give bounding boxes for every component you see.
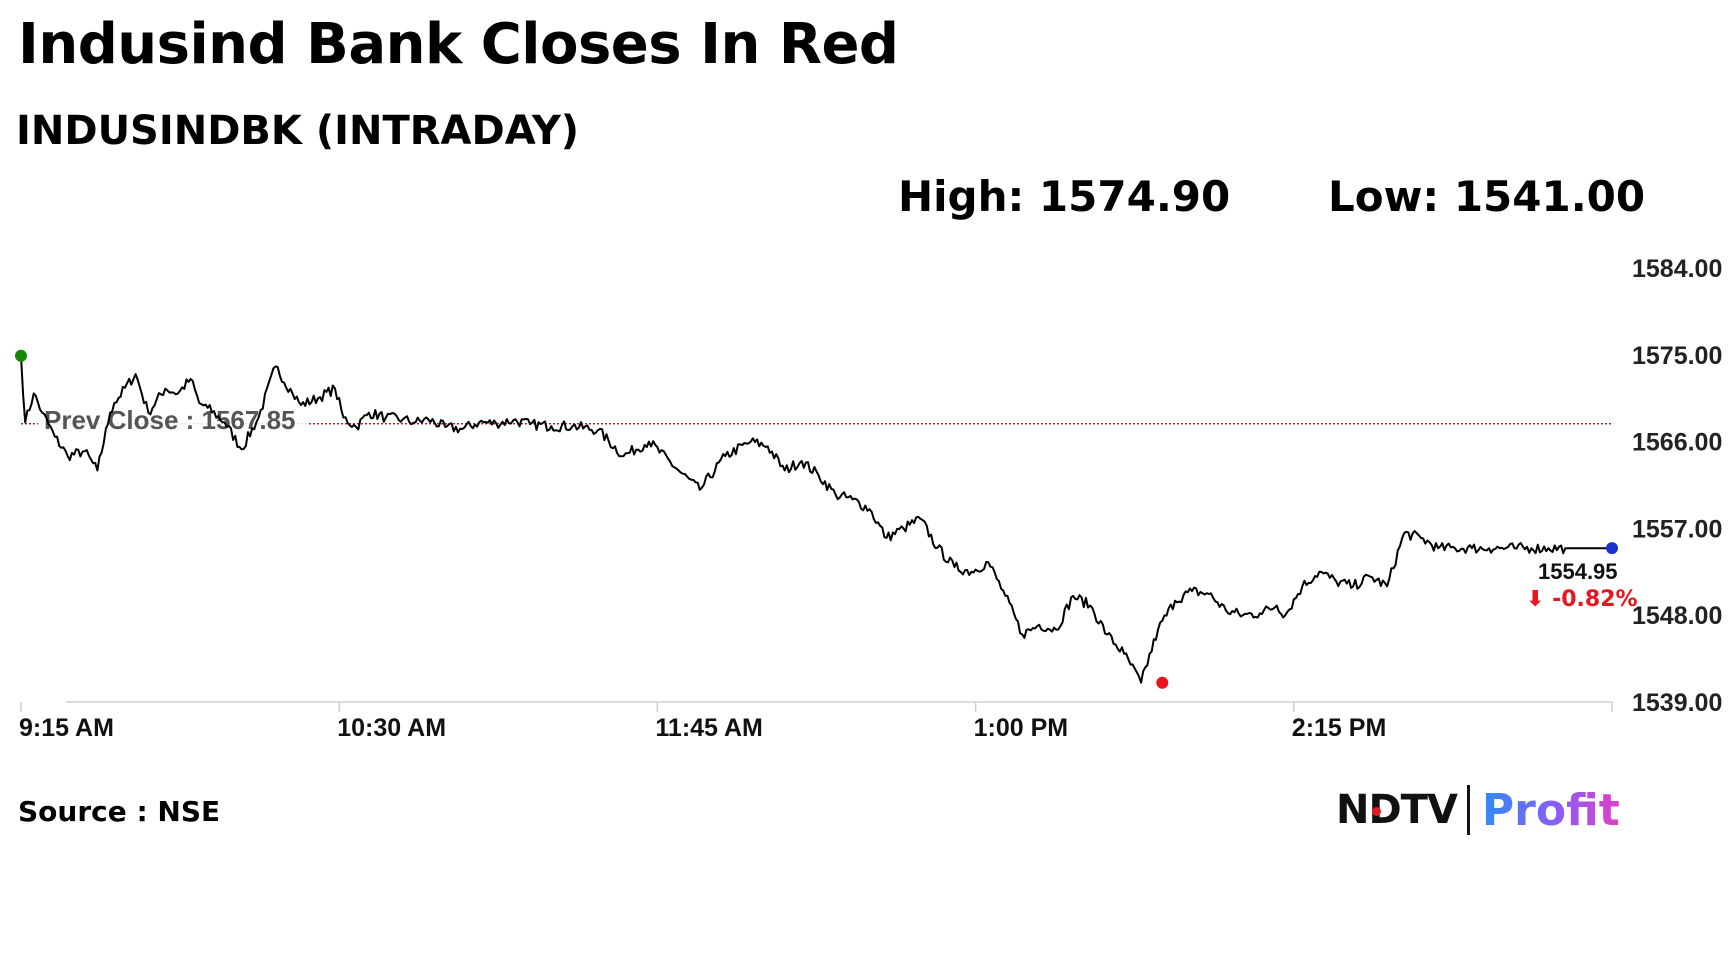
- intraday-price-chart: 9:15 AM 10:30 AM 11:45 AM 1:00 PM 2:15 PM 158…: [15, 255, 1722, 742]
- day-high-label: High: 1574.90: [898, 172, 1231, 221]
- open-marker: [15, 349, 27, 362]
- chart-title: Indusind Bank Closes In Red: [18, 12, 899, 77]
- close-marker: [1606, 542, 1618, 555]
- x-tick-label: 1:00 PM: [974, 714, 1068, 742]
- ndtv-profit-logo: NDTV Profit: [1336, 780, 1620, 840]
- change-label: ⬇ -0.82%: [1526, 587, 1638, 612]
- x-tick-label: 9:15 AM: [19, 714, 114, 742]
- y-tick-label: 1548.00: [1632, 602, 1722, 630]
- logo-profit-text: Profit: [1481, 784, 1620, 836]
- logo-separator: [1466, 785, 1470, 835]
- day-low-label: Low: 1541.00: [1328, 172, 1646, 221]
- logo-ndtv-text: NDTV: [1336, 787, 1458, 833]
- price-line: [20, 355, 1612, 684]
- y-tick-label: 1566.00: [1632, 429, 1722, 457]
- low-marker: [1156, 676, 1169, 689]
- x-tick-label: 10:30 AM: [337, 714, 446, 742]
- logo-red-dot: [1372, 807, 1381, 816]
- chart-subtitle: INDUSINDBK (INTRADAY): [16, 108, 580, 154]
- y-tick-label: 1575.00: [1632, 342, 1722, 370]
- last-price-label: 1554.95: [1538, 559, 1618, 584]
- y-tick-label: 1584.00: [1632, 255, 1722, 283]
- y-tick-label: 1539.00: [1632, 689, 1722, 717]
- x-tick-label: 2:15 PM: [1292, 714, 1386, 742]
- x-tick-label: 11:45 AM: [655, 714, 762, 742]
- source-note: Source : NSE: [18, 795, 221, 828]
- y-tick-label: 1557.00: [1632, 515, 1722, 543]
